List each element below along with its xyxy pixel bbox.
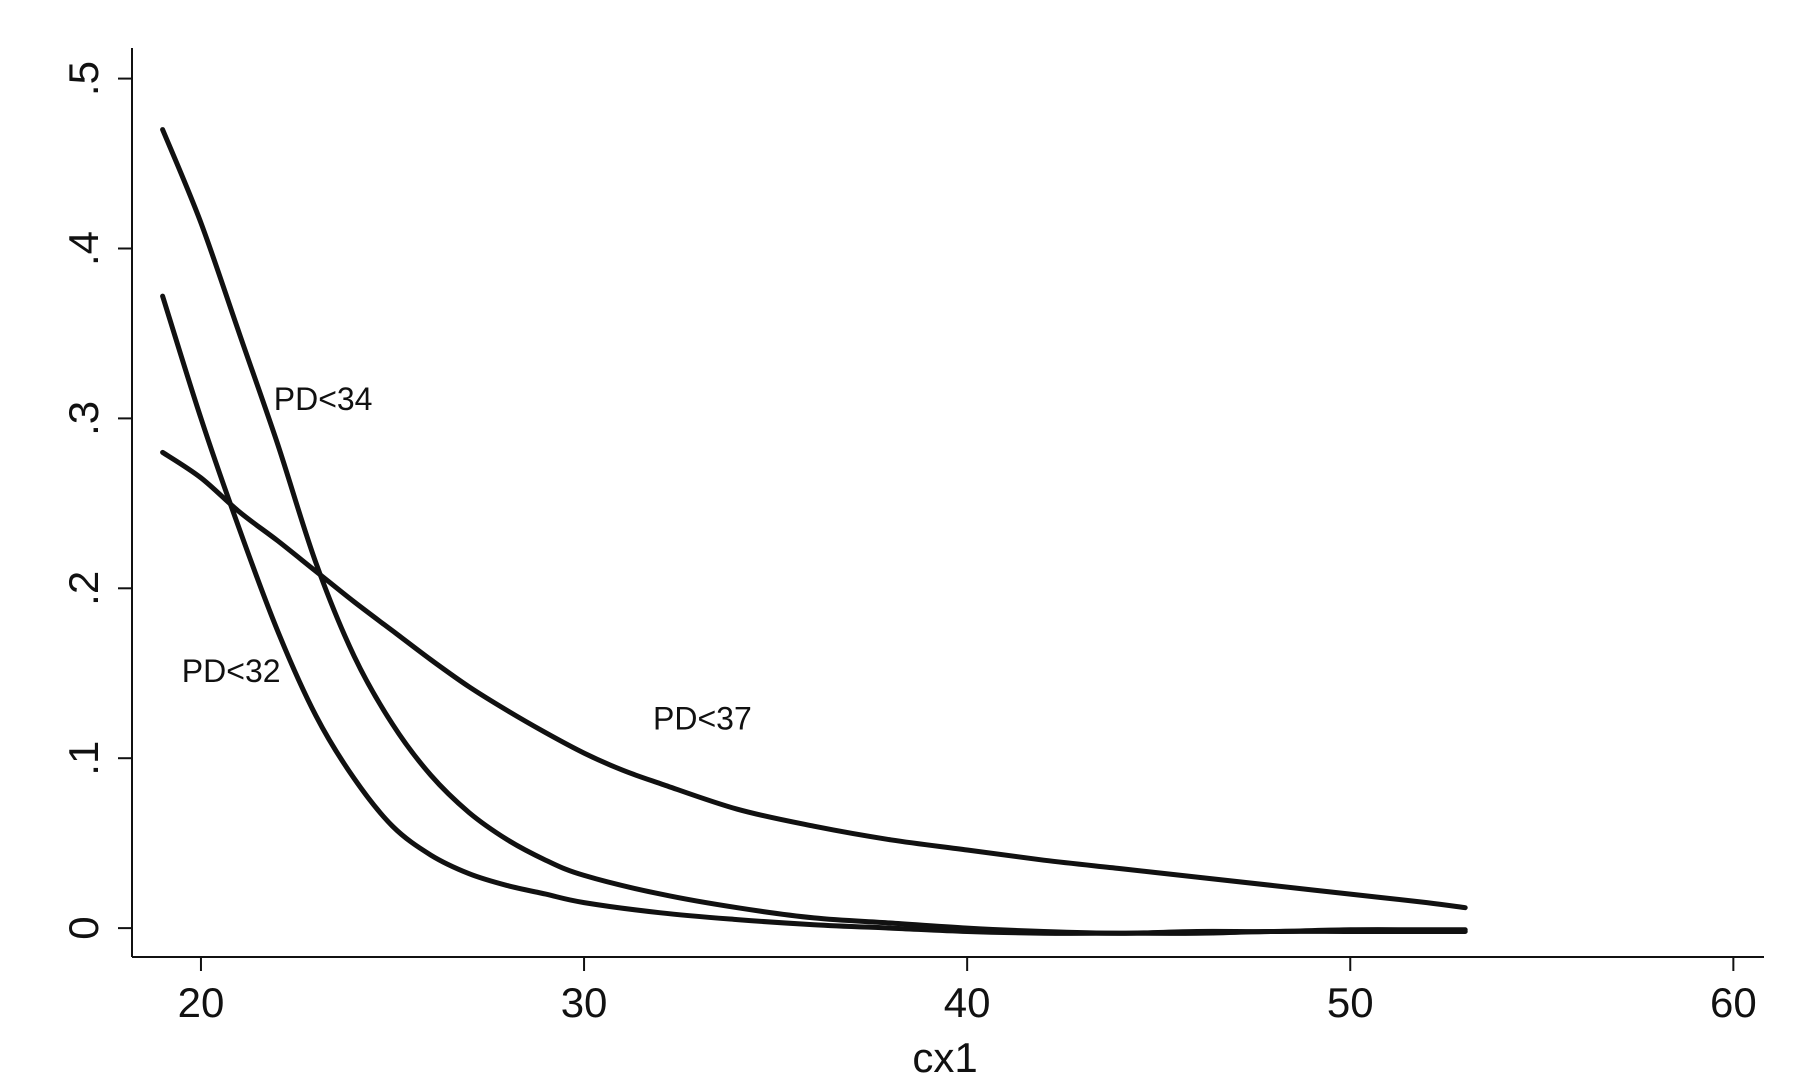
x-axis-title: cx1 bbox=[912, 1034, 977, 1081]
x-tick-label: 40 bbox=[944, 979, 991, 1026]
y-tick-label: .3 bbox=[60, 401, 107, 436]
x-tick-label: 50 bbox=[1327, 979, 1374, 1026]
series-line-3 bbox=[160, 449, 1468, 911]
y-tick-label: 0 bbox=[60, 916, 107, 939]
y-tick-label: .1 bbox=[60, 741, 107, 776]
annotation-label: PD<37 bbox=[653, 700, 752, 736]
series-line-2 bbox=[160, 127, 1468, 936]
y-axis-ticks: 0 .1 .2 .3 .4 .5 bbox=[60, 61, 132, 940]
series-layer bbox=[160, 127, 1468, 936]
annotation-label: PD<32 bbox=[182, 653, 281, 689]
axes bbox=[131, 48, 1764, 958]
x-tick-label: 20 bbox=[178, 979, 225, 1026]
y-tick-label: .2 bbox=[60, 571, 107, 606]
annotation-layer: PD<34 PD<32 PD<37 bbox=[182, 381, 752, 736]
y-tick-label: .5 bbox=[60, 61, 107, 96]
x-tick-label: 60 bbox=[1710, 979, 1757, 1026]
annotation-label: PD<34 bbox=[274, 381, 373, 417]
x-tick-label: 30 bbox=[561, 979, 608, 1026]
y-tick-label: .4 bbox=[60, 231, 107, 266]
x-axis-ticks: 20 30 40 50 60 bbox=[178, 957, 1757, 1026]
